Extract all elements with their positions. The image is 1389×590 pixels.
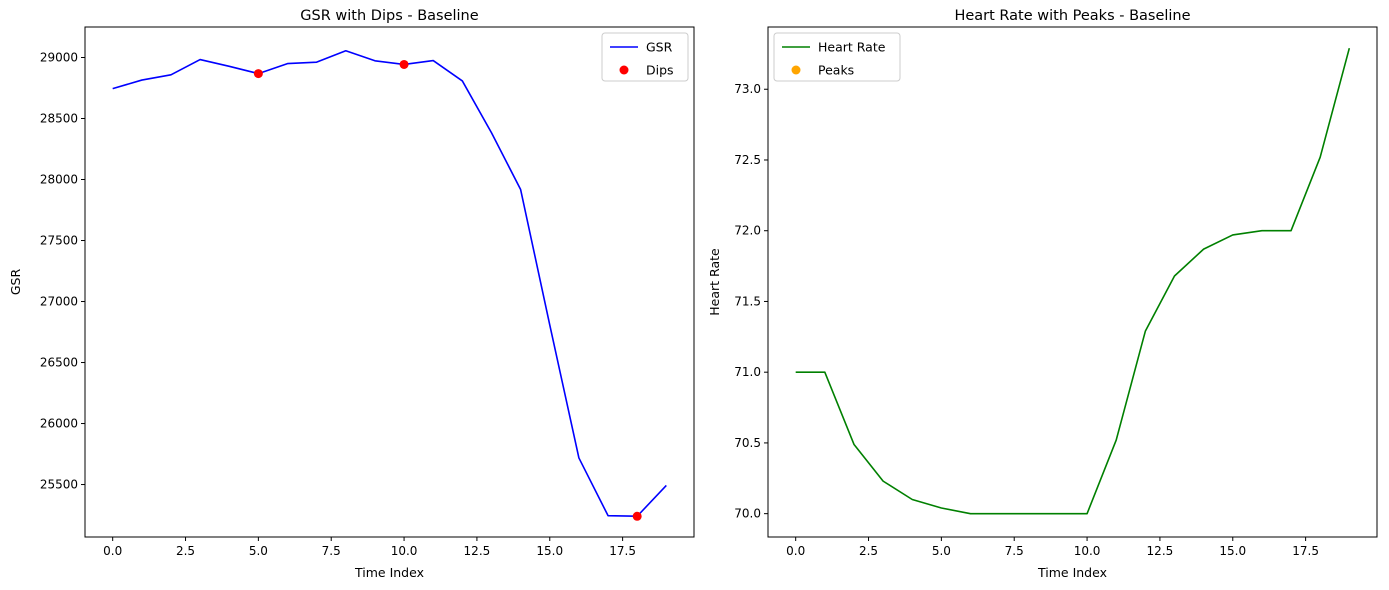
chart2-legend-peaks-swatch: [791, 65, 801, 75]
chart1-xtick-label: 17.5: [609, 544, 636, 558]
chart2-ytick-label: 71.5: [734, 294, 761, 308]
chart1-ytick-label: 25500: [40, 478, 78, 492]
chart1-xtick-label: 2.5: [176, 544, 195, 558]
chart2-xtick-label: 0.0: [786, 544, 805, 558]
chart1-ytick-label: 28000: [40, 173, 78, 187]
chart2-legend: Heart Rate Peaks: [773, 32, 901, 82]
chart2-title: Heart Rate with Peaks - Baseline: [954, 8, 1190, 24]
chart1-ytick-label: 27500: [40, 234, 78, 248]
chart1-dips-point: [253, 69, 263, 79]
chart2-ytick-label: 70.0: [734, 507, 761, 521]
chart2-xtick-label: 15.0: [1219, 544, 1246, 558]
chart1-xtick-label: 10.0: [391, 544, 418, 558]
chart2-xtick-label: 2.5: [859, 544, 878, 558]
chart2-ytick-label: 72.0: [734, 224, 761, 238]
chart2-ylabel: Heart Rate: [707, 248, 722, 316]
chart1-ytick-label: 27000: [40, 295, 78, 309]
chart1-dips-point: [632, 511, 642, 521]
chart1-xtick-label: 5.0: [249, 544, 268, 558]
chart2-xtick-label: 17.5: [1292, 544, 1319, 558]
chart1-series-gsr-line: [112, 49, 667, 518]
chart2-ytick-label: 70.5: [734, 436, 761, 450]
chart1-xtick-label: 0.0: [103, 544, 122, 558]
chart2-series-heart-rate-line: [795, 48, 1351, 515]
chart1-axes-frame: [84, 26, 695, 538]
chart1-legend: GSR Dips: [601, 32, 689, 82]
chart2-xtick-label: 12.5: [1147, 544, 1174, 558]
chart2-ytick-label: 71.0: [734, 365, 761, 379]
chart2-legend-peaks-label: Peaks: [818, 63, 854, 78]
chart1-xlabel: Time Index: [354, 565, 424, 580]
chart1-dips-point: [399, 59, 409, 69]
chart1-xtick-label: 15.0: [536, 544, 563, 558]
chart1-legend-box: [601, 32, 689, 82]
chart1-xtick-label: 12.5: [464, 544, 491, 558]
chart2-xtick-label: 7.5: [1005, 544, 1024, 558]
chart1: 0.0 2.5 5.0 7.5 10.0 12.5 15.0 17.5 25500 26000 26…: [8, 8, 695, 580]
chart1-xtick-label: 7.5: [322, 544, 341, 558]
chart1-ytick-label: 26000: [40, 417, 78, 431]
chart2-xtick-label: 5.0: [932, 544, 951, 558]
chart2-ytick-label: 72.5: [734, 153, 761, 167]
chart1-ytick-label: 26500: [40, 356, 78, 370]
chart2-axes-frame: [767, 26, 1378, 538]
chart2-ytick-label: 73.0: [734, 82, 761, 96]
chart1-title: GSR with Dips - Baseline: [300, 8, 478, 24]
chart1-ytick-label: 28500: [40, 112, 78, 126]
chart1-legend-dips-label: Dips: [646, 63, 674, 78]
chart1-ylabel: GSR: [8, 269, 23, 296]
chart2-legend-box: [773, 32, 901, 82]
chart2-legend-heart-rate-label: Heart Rate: [818, 40, 886, 55]
chart1-legend-dips-swatch: [619, 65, 629, 75]
chart2: 0.0 2.5 5.0 7.5 10.0 12.5 15.0 17.5 70.0 70.5 71.0…: [707, 8, 1378, 580]
chart2-xlabel: Time Index: [1037, 565, 1107, 580]
chart2-xtick-label: 10.0: [1074, 544, 1101, 558]
chart1-ytick-label: 29000: [40, 51, 78, 65]
chart1-legend-gsr-label: GSR: [646, 40, 673, 55]
